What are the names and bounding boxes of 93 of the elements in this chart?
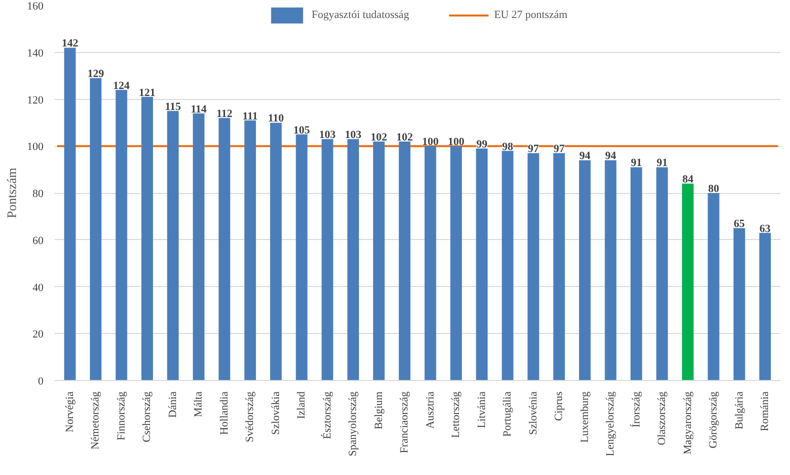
x-tick-label: Spanyolország (347, 391, 360, 456)
bar (244, 120, 256, 380)
x-tick-label: Magyarország (682, 391, 694, 454)
data-label: 129 (87, 68, 104, 80)
bar (398, 141, 410, 380)
data-label: 121 (138, 86, 156, 99)
x-tick-label: Észtország (320, 391, 334, 440)
x-tick-label: Belgium (372, 391, 385, 430)
bar (656, 167, 668, 380)
data-label: 114 (190, 103, 208, 116)
bar (630, 167, 642, 380)
data-label: 115 (164, 100, 182, 113)
x-tick-label: Szlovénia (527, 391, 540, 435)
y-tick-label: 140 (27, 47, 44, 60)
data-label: 98 (502, 140, 514, 153)
y-tick-label: 80 (32, 188, 44, 200)
data-label: 63 (760, 222, 772, 235)
x-tick-label: Svédország (244, 391, 256, 442)
x-tick-label: Németország (90, 391, 102, 450)
data-label: 103 (344, 129, 362, 142)
bar (424, 146, 436, 380)
x-tick-label: Románia (759, 391, 772, 432)
bar (347, 139, 359, 380)
x-tick-label: Görögország (708, 391, 720, 448)
legend-label: Fogyasztói tudatosság (312, 9, 410, 21)
bar (708, 193, 720, 380)
data-label: 97 (528, 143, 540, 156)
data-label: 97 (554, 143, 566, 156)
bar (90, 78, 102, 380)
legend-label: EU 27 pontszám (494, 9, 568, 21)
y-tick-label: 60 (32, 234, 44, 247)
data-label: 142 (62, 38, 79, 50)
x-tick-label: Hollandia (218, 391, 230, 435)
data-label: 110 (268, 112, 284, 125)
y-tick-label: 20 (32, 328, 44, 341)
x-tick-label: Málta (192, 391, 205, 418)
bar (553, 153, 565, 380)
y-tick-label: 100 (27, 141, 44, 154)
data-label: 91 (630, 157, 642, 170)
x-tick-label: Szlovákia (270, 391, 282, 435)
data-label: 80 (708, 183, 720, 195)
y-tick-label: 0 (38, 376, 44, 388)
bar (64, 48, 76, 380)
x-tick-label: Luxemburg (578, 391, 591, 443)
x-tick-label: Finnország (115, 391, 128, 440)
data-label: 102 (370, 131, 388, 144)
bar (528, 153, 540, 380)
x-tick-label: Dánia (166, 391, 179, 418)
x-tick-label: Lengyelország (604, 391, 617, 456)
x-tick-label: Lettország (450, 391, 462, 438)
x-tick-label: Írország (629, 391, 642, 428)
data-label: 105 (293, 124, 310, 136)
x-tick-label: Ausztria (424, 391, 436, 429)
bar (759, 232, 771, 380)
x-tick-label: Bulgária (733, 391, 746, 430)
x-tick-label: Csehország (141, 391, 154, 442)
x-tick-label: Norvégia (64, 391, 76, 432)
bar (218, 118, 230, 380)
y-axis-title: Pontszám (4, 168, 19, 218)
y-tick-label: 120 (27, 94, 44, 106)
data-label: 94 (579, 150, 591, 162)
x-tick-label: Ciprus (553, 391, 566, 421)
bar (734, 228, 746, 380)
x-tick-label: Portugália (502, 391, 514, 437)
x-tick-label: Litvánia (476, 391, 488, 428)
bar (682, 184, 694, 380)
bar (296, 134, 308, 380)
x-tick-label: Franciaország (398, 391, 411, 454)
bar (322, 139, 334, 380)
y-tick-label: 40 (32, 282, 44, 294)
data-label: 91 (656, 157, 668, 170)
data-label: 103 (319, 129, 336, 142)
bar (192, 113, 204, 380)
bar (141, 96, 153, 380)
y-tick-label: 160 (27, 0, 44, 12)
bar (167, 110, 179, 380)
bar (116, 90, 128, 380)
data-label: 84 (682, 174, 694, 186)
x-tick-label: Olaszország (656, 391, 668, 446)
bar (373, 141, 385, 380)
bar (604, 160, 616, 380)
bar (450, 146, 462, 380)
bar (579, 160, 591, 380)
data-label: 65 (734, 218, 746, 230)
data-label: 94 (605, 150, 617, 162)
x-tick-label: Izland (296, 391, 308, 419)
data-label: 102 (396, 131, 414, 144)
bar (270, 122, 282, 380)
data-label: 112 (216, 108, 233, 120)
bar (502, 150, 514, 380)
data-label: 124 (113, 80, 130, 92)
data-label: 99 (476, 138, 488, 150)
data-label: 111 (242, 110, 258, 122)
